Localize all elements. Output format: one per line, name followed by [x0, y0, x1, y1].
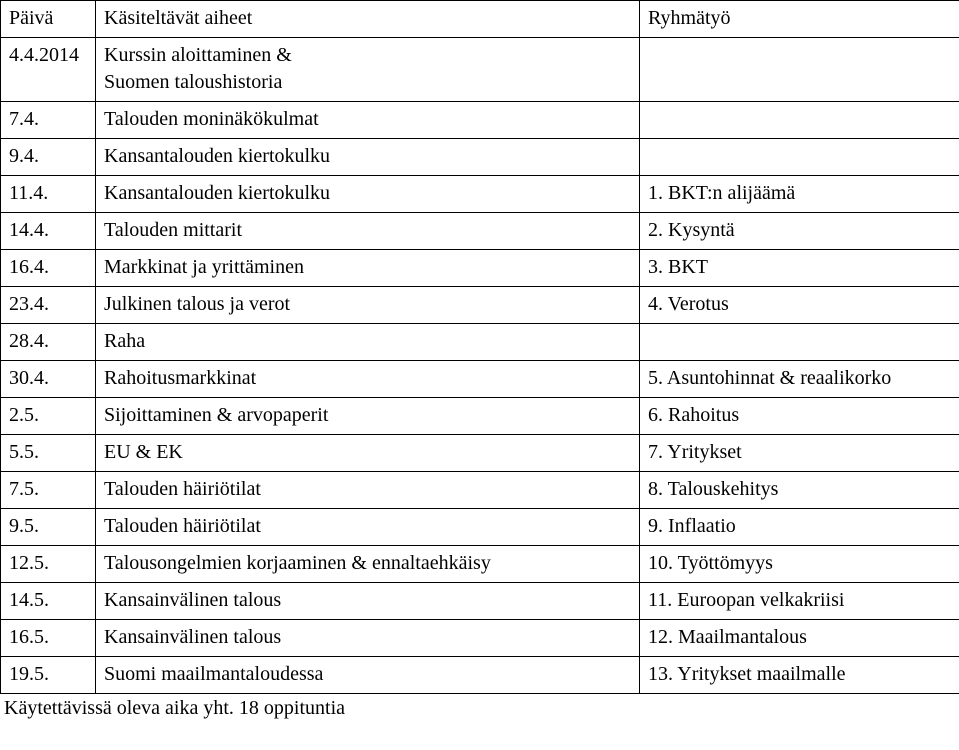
- header-date: Päivä: [1, 1, 96, 38]
- topic-line-2: Suomen taloushistoria: [104, 71, 282, 93]
- cell-date: 4.4.2014: [1, 38, 96, 102]
- cell-date: 12.5.: [1, 546, 96, 583]
- table-row: 7.4. Talouden moninäkökulmat: [1, 102, 959, 139]
- cell-topic: Sijoittaminen & arvopaperit: [96, 398, 640, 435]
- table-row: 19.5. Suomi maailmantaloudessa 13. Yrity…: [1, 657, 959, 694]
- table-row: 7.5. Talouden häiriötilat 8. Talouskehit…: [1, 472, 959, 509]
- cell-group: 6. Rahoitus: [640, 398, 959, 435]
- cell-date: 16.5.: [1, 620, 96, 657]
- cell-group: 1. BKT:n alijäämä: [640, 176, 959, 213]
- cell-date: 19.5.: [1, 657, 96, 694]
- table-row: 16.4. Markkinat ja yrittäminen 3. BKT: [1, 250, 959, 287]
- table-row: 2.5. Sijoittaminen & arvopaperit 6. Raho…: [1, 398, 959, 435]
- cell-date: 2.5.: [1, 398, 96, 435]
- table-row: 5.5. EU & EK 7. Yritykset: [1, 435, 959, 472]
- table-row: 14.4. Talouden mittarit 2. Kysyntä: [1, 213, 959, 250]
- cell-date: 7.5.: [1, 472, 96, 509]
- cell-date: 7.4.: [1, 102, 96, 139]
- cell-group: [640, 324, 959, 361]
- cell-group: [640, 139, 959, 176]
- cell-date: 5.5.: [1, 435, 96, 472]
- cell-date: 9.5.: [1, 509, 96, 546]
- cell-topic: Kansantalouden kiertokulku: [96, 176, 640, 213]
- cell-topic: Kansantalouden kiertokulku: [96, 139, 640, 176]
- table-row: 14.5. Kansainvälinen talous 11. Euroopan…: [1, 583, 959, 620]
- footer-text: Käytettävissä oleva aika yht. 18 oppitun…: [0, 694, 959, 720]
- cell-group: 3. BKT: [640, 250, 959, 287]
- cell-group: 10. Työttömyys: [640, 546, 959, 583]
- cell-topic: Kansainvälinen talous: [96, 620, 640, 657]
- table-row: 28.4. Raha: [1, 324, 959, 361]
- topic-line-1: Kurssin aloittaminen &: [104, 44, 292, 66]
- table-row: 4.4.2014 Kurssin aloittaminen & Suomen t…: [1, 38, 959, 102]
- cell-date: 11.4.: [1, 176, 96, 213]
- cell-topic: Kurssin aloittaminen & Suomen taloushist…: [96, 38, 640, 102]
- table-row: 23.4. Julkinen talous ja verot 4. Verotu…: [1, 287, 959, 324]
- cell-topic: Talouden häiriötilat: [96, 472, 640, 509]
- cell-group: 8. Talouskehitys: [640, 472, 959, 509]
- cell-topic: Talouden häiriötilat: [96, 509, 640, 546]
- cell-date: 30.4.: [1, 361, 96, 398]
- cell-date: 16.4.: [1, 250, 96, 287]
- cell-topic: Talousongelmien korjaaminen & ennaltaehk…: [96, 546, 640, 583]
- cell-group: 7. Yritykset: [640, 435, 959, 472]
- cell-date: 23.4.: [1, 287, 96, 324]
- cell-date: 28.4.: [1, 324, 96, 361]
- cell-topic: EU & EK: [96, 435, 640, 472]
- cell-topic: Suomi maailmantaloudessa: [96, 657, 640, 694]
- cell-group: [640, 102, 959, 139]
- cell-group: 13. Yritykset maailmalle: [640, 657, 959, 694]
- cell-group: [640, 38, 959, 102]
- cell-topic: Talouden mittarit: [96, 213, 640, 250]
- cell-topic: Markkinat ja yrittäminen: [96, 250, 640, 287]
- cell-topic: Raha: [96, 324, 640, 361]
- cell-date: 14.4.: [1, 213, 96, 250]
- table-row: 30.4. Rahoitusmarkkinat 5. Asuntohinnat …: [1, 361, 959, 398]
- cell-group: 5. Asuntohinnat & reaalikorko: [640, 361, 959, 398]
- table-header-row: Päivä Käsiteltävät aiheet Ryhmätyö: [1, 1, 959, 38]
- cell-group: 12. Maailmantalous: [640, 620, 959, 657]
- cell-group: 11. Euroopan velkakriisi: [640, 583, 959, 620]
- header-group: Ryhmätyö: [640, 1, 959, 38]
- table-row: 9.4. Kansantalouden kiertokulku: [1, 139, 959, 176]
- cell-group: 9. Inflaatio: [640, 509, 959, 546]
- table-row: 16.5. Kansainvälinen talous 12. Maailman…: [1, 620, 959, 657]
- cell-date: 9.4.: [1, 139, 96, 176]
- cell-group: 2. Kysyntä: [640, 213, 959, 250]
- cell-topic: Julkinen talous ja verot: [96, 287, 640, 324]
- table-row: 11.4. Kansantalouden kiertokulku 1. BKT:…: [1, 176, 959, 213]
- page: Päivä Käsiteltävät aiheet Ryhmätyö 4.4.2…: [0, 0, 959, 720]
- cell-topic: Rahoitusmarkkinat: [96, 361, 640, 398]
- cell-date: 14.5.: [1, 583, 96, 620]
- cell-topic: Kansainvälinen talous: [96, 583, 640, 620]
- cell-group: 4. Verotus: [640, 287, 959, 324]
- schedule-table: Päivä Käsiteltävät aiheet Ryhmätyö 4.4.2…: [0, 0, 959, 694]
- table-row: 12.5. Talousongelmien korjaaminen & enna…: [1, 546, 959, 583]
- header-topic: Käsiteltävät aiheet: [96, 1, 640, 38]
- table-row: 9.5. Talouden häiriötilat 9. Inflaatio: [1, 509, 959, 546]
- cell-topic: Talouden moninäkökulmat: [96, 102, 640, 139]
